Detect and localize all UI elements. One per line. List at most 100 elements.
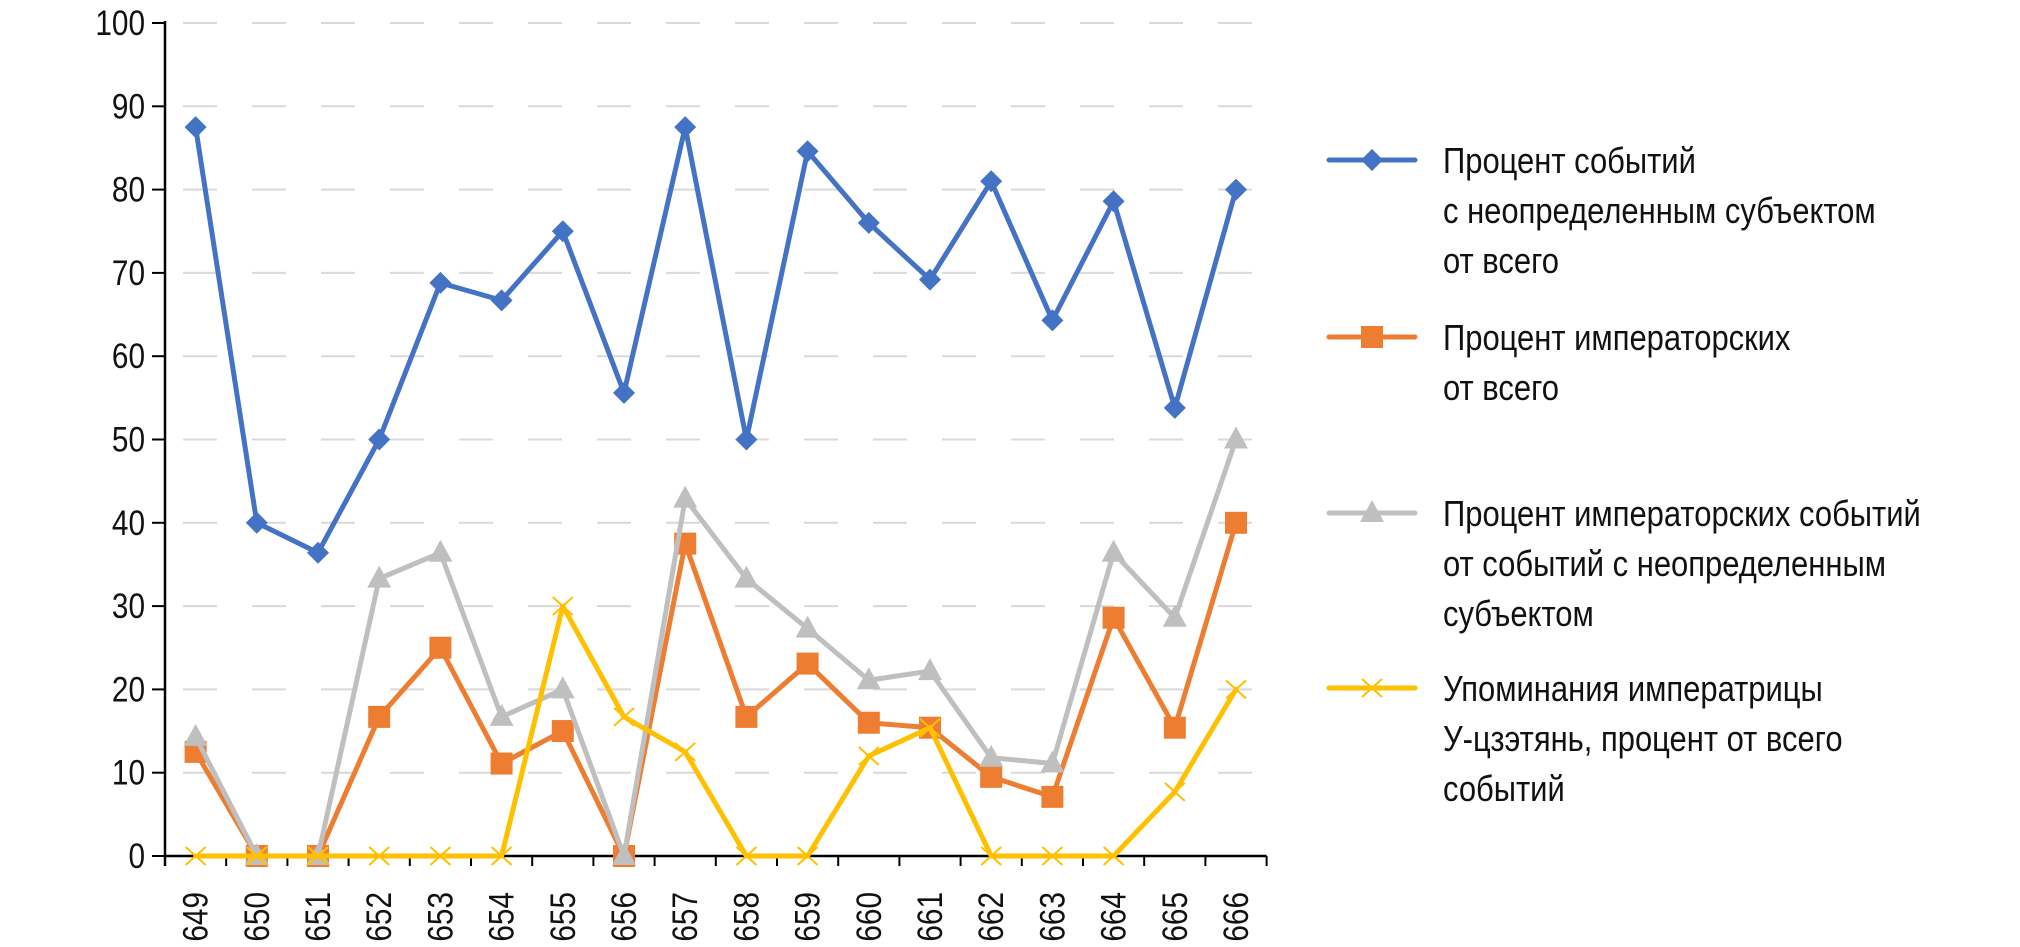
series-line [193, 603, 1239, 859]
data-point-diamond [735, 428, 758, 451]
legend-label: Упоминания императрицы [1443, 670, 1823, 710]
data-point-diamond [245, 511, 268, 534]
data-point-diamond [1102, 190, 1125, 213]
data-point-square [796, 652, 819, 675]
data-point-square [735, 705, 758, 728]
y-tick-label: 90 [112, 87, 145, 126]
data-point-triangle [550, 676, 575, 699]
legend-entry: Процент императорских от всего [1326, 319, 1791, 409]
data-point-diamond [551, 220, 574, 243]
x-tick-label: 661 [911, 892, 950, 942]
data-point-diamond [857, 211, 880, 234]
data-point-triangle [367, 565, 392, 588]
x-tick-label: 660 [850, 892, 889, 942]
data-point-diamond [307, 541, 329, 564]
data-point-triangle [1040, 750, 1065, 773]
legend-entry: Упоминания императрицы У-цзэтянь, процент… [1326, 670, 1843, 810]
data-point-triangle [428, 539, 453, 562]
data-point-triangle [1101, 539, 1126, 562]
y-tick-label: 30 [112, 587, 145, 626]
series-triangle [183, 426, 1248, 865]
data-point-diamond [429, 271, 452, 294]
y-tick-label: 40 [112, 504, 145, 543]
data-point-diamond [368, 428, 391, 451]
data-point-square [1102, 606, 1125, 629]
data-point-x [307, 846, 329, 866]
x-tick-label: 658 [727, 892, 766, 942]
data-point-square [1225, 511, 1247, 534]
data-point-x [1225, 679, 1247, 700]
legend-entry: Процент событий с неопределенным субъекто… [1326, 142, 1876, 282]
series-line [193, 124, 1239, 556]
data-point-x [184, 846, 207, 866]
data-point-triangle [612, 843, 636, 865]
legend: Процент событий с неопределенным субъекто… [1326, 142, 1921, 810]
x-tick-label: 653 [421, 892, 460, 942]
y-tick-label: 100 [95, 4, 145, 43]
data-point-diamond [1041, 309, 1064, 332]
data-point-diamond [980, 170, 1003, 193]
legend-label: Процент императорских [1443, 319, 1791, 359]
data-point-x [368, 846, 390, 866]
data-point-square [857, 711, 880, 734]
x-tick-label: 665 [1156, 892, 1195, 942]
series-x [184, 596, 1247, 866]
data-point-x [246, 846, 268, 866]
x-tick-label: 650 [238, 892, 277, 942]
legend-label: с неопределенным субъектом [1443, 192, 1876, 232]
data-point-x [980, 846, 1002, 866]
data-point-triangle [918, 658, 942, 681]
legend-label: Процент императорских событий [1443, 495, 1921, 535]
x-tick-label: 656 [605, 892, 644, 942]
data-point-x [1164, 782, 1186, 802]
legend-label: от всего [1443, 242, 1559, 282]
data-point-x [796, 846, 819, 866]
data-point-triangle [673, 485, 698, 508]
data-point-diamond [919, 268, 941, 291]
x-tick-label: 657 [666, 892, 705, 942]
data-point-triangle [734, 565, 759, 588]
data-point-x [490, 846, 513, 866]
y-tick-label: 60 [112, 337, 145, 376]
legend-label: событий [1443, 770, 1565, 810]
y-tick-label: 80 [112, 170, 145, 209]
data-point-x [858, 746, 880, 766]
legend-label: от событий с неопределенным [1443, 545, 1886, 585]
data-point-triangle [979, 744, 1004, 767]
data-point-diamond [1163, 396, 1186, 419]
data-point-square [551, 720, 574, 743]
data-point-square [368, 705, 391, 728]
data-point-x [919, 717, 941, 738]
legend-marker-triangle-icon [1360, 500, 1384, 522]
data-point-triangle [1162, 604, 1187, 627]
series-line [193, 437, 1239, 859]
data-point-triangle [795, 615, 820, 638]
data-point-x [1102, 846, 1125, 866]
x-tick-label: 666 [1217, 892, 1256, 942]
legend-label: субъектом [1443, 595, 1594, 635]
data-point-square [490, 752, 513, 775]
data-point-square [980, 765, 1003, 788]
data-point-diamond [796, 140, 819, 163]
data-point-triangle [856, 667, 881, 690]
x-tick-label: 652 [360, 892, 399, 942]
y-tick-label: 70 [112, 254, 145, 293]
gridlines [165, 22, 1267, 774]
data-point-x [735, 846, 758, 866]
legend-label: У-цзэтянь, процент от всего [1443, 720, 1843, 760]
data-point-diamond [1225, 178, 1247, 201]
data-point-square [429, 636, 452, 659]
data-point-square [1041, 785, 1064, 808]
data-point-diamond [490, 289, 513, 312]
legend-marker-x-icon [1361, 678, 1383, 698]
x-tick-label: 655 [544, 892, 583, 942]
data-point-diamond [184, 116, 207, 139]
data-point-triangle [489, 703, 514, 726]
y-tick-label: 20 [112, 670, 145, 709]
series-layer [183, 116, 1248, 867]
legend-marker-square-icon [1361, 326, 1383, 348]
x-tick-label: 664 [1094, 892, 1133, 942]
x-tick-label: 663 [1033, 892, 1072, 942]
x-tick-label: 659 [788, 892, 827, 942]
